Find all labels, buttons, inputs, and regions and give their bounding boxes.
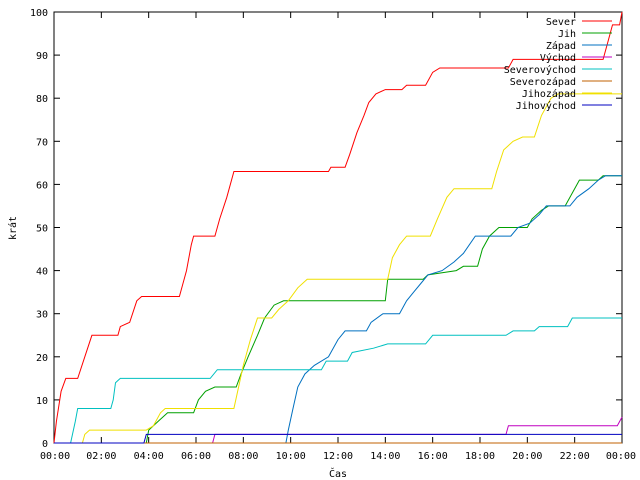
legend-label: Západ <box>546 40 576 52</box>
series-line-2 <box>54 175 622 444</box>
y-tick-label: 30 <box>36 310 48 321</box>
legend-label: Jih <box>558 29 576 40</box>
x-tick-label: 10:00 <box>276 451 306 462</box>
y-tick-label: 80 <box>36 94 48 105</box>
legend-label: Jihozápad <box>522 88 576 100</box>
x-axis: 00:00 02:00 04:00 06:00 08:00 10:00 12:00 14:00… <box>40 12 636 462</box>
y-axis: 0 10 20 30 40 50 60 70 80 90 100 <box>30 8 622 450</box>
x-tick-label: 14:00 <box>370 451 400 462</box>
x-tick-label: 22:00 <box>560 451 590 462</box>
y-axis-label: krát <box>7 216 19 240</box>
legend-label: Severovýchod <box>504 64 576 76</box>
series-line-6 <box>54 93 622 444</box>
legend-label: Sever <box>546 17 576 28</box>
series-line-7 <box>54 433 622 444</box>
x-tick-label: 06:00 <box>181 451 211 462</box>
y-tick-label: 50 <box>36 224 48 235</box>
y-tick-label: 20 <box>36 353 48 364</box>
x-tick-label: 04:00 <box>134 451 164 462</box>
series-line-4 <box>54 317 622 444</box>
legend-label: Jihovýchod <box>516 100 576 112</box>
legend: SeverJihZápadVýchodSeverovýchodSeverozáp… <box>504 17 612 112</box>
y-tick-label: 40 <box>36 267 48 278</box>
y-tick-label: 90 <box>36 51 48 62</box>
legend-label: Severozápad <box>510 76 576 88</box>
x-axis-label: Čas <box>329 467 347 480</box>
y-tick-label: 0 <box>42 439 48 450</box>
x-tick-label: 00:00 <box>40 451 70 462</box>
series-lines <box>53 11 623 444</box>
x-tick-label: 08:00 <box>228 451 258 462</box>
y-tick-label: 70 <box>36 137 48 148</box>
x-tick-label: 12:00 <box>323 451 353 462</box>
x-tick-label: 18:00 <box>465 451 495 462</box>
series-line-0 <box>53 11 623 444</box>
x-tick-label: 00:00 <box>606 451 636 462</box>
x-tick-label: 20:00 <box>512 451 542 462</box>
y-tick-label: 60 <box>36 180 48 191</box>
y-tick-label: 100 <box>30 8 48 19</box>
x-tick-label: 02:00 <box>86 451 116 462</box>
y-tick-label: 10 <box>36 396 48 407</box>
series-line-1 <box>54 175 622 444</box>
x-tick-label: 16:00 <box>418 451 448 462</box>
legend-label: Východ <box>540 52 576 64</box>
